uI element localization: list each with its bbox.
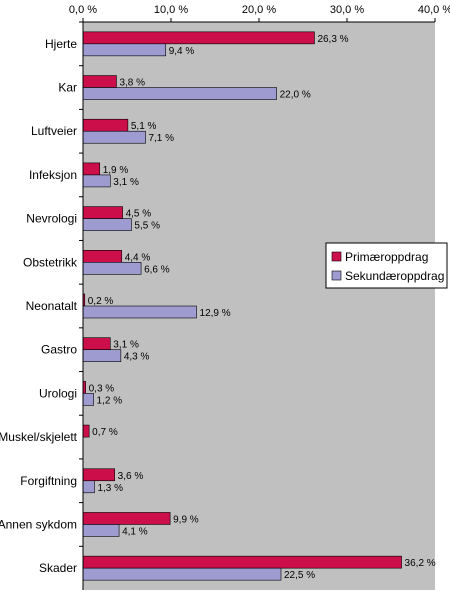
- data-label: 0,2 %: [88, 296, 114, 307]
- data-labels: 26,3 %9,4 %3,8 %22,0 %5,1 %7,1 %1,9 %3,1…: [88, 34, 436, 581]
- data-label: 3,8 %: [119, 78, 145, 89]
- category-label: Kar: [58, 81, 77, 95]
- data-label: 3,1 %: [113, 340, 139, 351]
- legend-swatch-primary: [331, 251, 342, 262]
- category-label: Infeksjon: [29, 168, 77, 182]
- data-label: 4,1 %: [122, 526, 148, 537]
- data-label: 26,3 %: [317, 34, 348, 45]
- data-label: 3,1 %: [113, 177, 139, 188]
- data-label: 36,2 %: [405, 558, 436, 569]
- legend: Primæroppdrag Sekundæroppdrag: [325, 242, 448, 289]
- data-label: 5,1 %: [131, 121, 157, 132]
- category-label: Urologi: [39, 386, 77, 400]
- bar-secondary: [82, 43, 167, 57]
- data-label: 4,4 %: [125, 252, 151, 263]
- bar-secondary: [82, 524, 120, 537]
- x-tick-label: 20,0 %: [242, 4, 276, 16]
- bar-secondary: [82, 174, 111, 188]
- legend-swatch-secondary: [331, 270, 342, 281]
- category-label: Hjerte: [45, 37, 77, 51]
- bar-primary: [82, 75, 117, 88]
- bar-secondary: [82, 218, 132, 231]
- bar-primary: [82, 337, 111, 350]
- bar-primary: [82, 555, 402, 569]
- data-label: 0,3 %: [89, 383, 115, 394]
- data-label: 6,6 %: [144, 264, 170, 275]
- data-label: 22,5 %: [284, 570, 315, 581]
- bar-primary: [82, 118, 129, 132]
- data-label: 9,9 %: [173, 514, 199, 525]
- category-label: Skader: [39, 561, 77, 575]
- x-tick-label: 40,0 %: [418, 4, 450, 16]
- bar-secondary: [82, 567, 282, 581]
- data-label: 9,4 %: [169, 46, 195, 57]
- data-label: 3,6 %: [118, 471, 144, 482]
- bar-primary: [82, 250, 123, 263]
- data-label: 22,0 %: [280, 90, 311, 101]
- bar-secondary: [82, 262, 142, 275]
- category-label: Annen sykdom: [0, 517, 77, 531]
- category-label: Forgiftning: [20, 474, 77, 488]
- category-axis: Hjerte Kar Luftveier Infeksjon Nevrologi Obst…: [0, 21, 83, 575]
- category-label: Obstetrikk: [23, 255, 78, 269]
- bar-secondary: [82, 480, 95, 494]
- data-label: 0,7 %: [92, 427, 118, 438]
- data-label: 1,9 %: [103, 165, 129, 176]
- bar-secondary: [82, 305, 197, 319]
- x-tick-label: 10,0 %: [154, 4, 188, 16]
- bar-primary: [82, 206, 123, 219]
- legend-label-primary: Primæroppdrag: [345, 250, 428, 264]
- data-label: 1,2 %: [97, 395, 123, 406]
- bar-primary: [82, 162, 101, 176]
- bar-primary: [82, 512, 171, 525]
- bar-primary: [82, 468, 115, 482]
- data-label: 1,3 %: [97, 483, 123, 494]
- data-label: 5,5 %: [134, 221, 160, 232]
- data-label: 7,1 %: [148, 133, 174, 144]
- data-label: 12,9 %: [200, 308, 231, 319]
- category-label: Gastro: [41, 343, 77, 357]
- category-label: Luftveier: [31, 124, 77, 138]
- category-label: Muskel/skjelett: [0, 430, 78, 444]
- bar-secondary: [82, 87, 277, 100]
- x-tick-label: 30,0 %: [330, 4, 364, 16]
- bar-primary: [82, 31, 315, 45]
- bar-primary: [82, 424, 90, 438]
- data-label: 4,5 %: [126, 209, 152, 220]
- bar-secondary: [82, 130, 146, 144]
- legend-label-secondary: Sekundæroppdrag: [345, 269, 444, 283]
- bar-secondary: [82, 349, 122, 362]
- x-tick-label: 0,0 %: [69, 4, 97, 16]
- data-label: 4,3 %: [124, 352, 150, 363]
- category-label: Neonatalt: [26, 299, 78, 313]
- bar-secondary: [82, 393, 94, 406]
- x-axis: 0,0 % 10,0 % 20,0 % 30,0 % 40,0 %: [69, 4, 450, 22]
- category-label: Nevrologi: [26, 212, 77, 226]
- legend-box: [325, 242, 448, 289]
